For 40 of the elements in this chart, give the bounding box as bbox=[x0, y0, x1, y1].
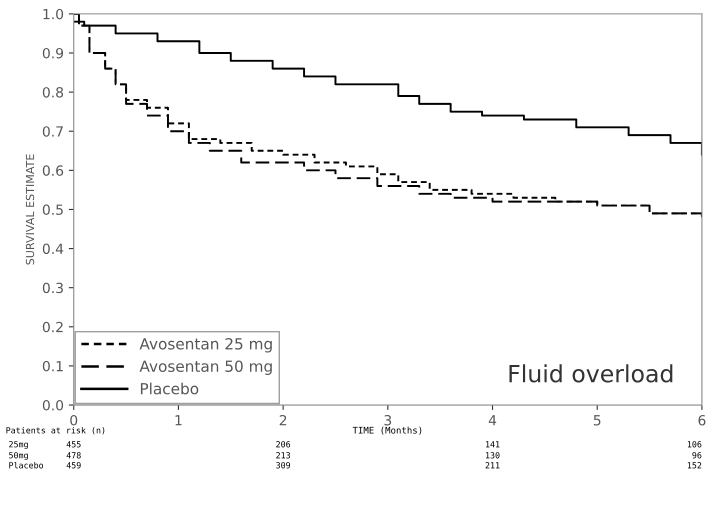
y-tick-label: 0.2 bbox=[42, 322, 63, 332]
x-tick-label: 3 bbox=[384, 415, 392, 426]
x-tick-label: 1 bbox=[176, 415, 182, 426]
x-tick-label: 4 bbox=[488, 415, 496, 426]
y-tick-label: 0.5 bbox=[42, 204, 63, 215]
y-tick-label: 0.9 bbox=[42, 48, 64, 58]
text: 130 bbox=[486, 452, 500, 458]
text: 455 bbox=[66, 441, 81, 448]
y-tick-label: 0.6 bbox=[42, 165, 64, 176]
x-tick-label: 0 bbox=[70, 415, 78, 426]
text: 152 bbox=[688, 462, 702, 468]
x-axis-title: TIME (Months) bbox=[352, 426, 422, 435]
text: 206 bbox=[276, 441, 290, 448]
text: 213 bbox=[276, 452, 290, 458]
text: Patients at risk (n) bbox=[6, 426, 104, 434]
text: 141 bbox=[486, 441, 500, 448]
text: 211 bbox=[486, 462, 500, 468]
text: 309 bbox=[276, 462, 290, 468]
y-tick-label: 0.8 bbox=[42, 87, 64, 98]
annotation: Fluid overload bbox=[509, 364, 672, 383]
x-tick-label: 6 bbox=[698, 415, 706, 426]
y-tick-label: 0.1 bbox=[42, 360, 63, 372]
text: 478 bbox=[66, 452, 81, 458]
text: 96 bbox=[692, 452, 702, 458]
y-tick-label: 0.7 bbox=[42, 126, 63, 137]
y-axis-title: SURVIVAL ESTIMATE bbox=[26, 154, 34, 265]
legend-label: Avosentan 25 mg bbox=[140, 338, 272, 353]
y-tick-label: 0.3 bbox=[42, 282, 63, 294]
x-tick-label: 2 bbox=[280, 415, 286, 426]
text: 106 bbox=[688, 441, 702, 448]
text: 25mg bbox=[9, 441, 28, 450]
text: Placebo bbox=[9, 462, 44, 468]
y-tick-label: 0.4 bbox=[42, 244, 64, 254]
x-tick-label: 5 bbox=[594, 415, 600, 426]
legend-label: Avosentan 50 mg bbox=[140, 360, 272, 375]
y-tick-label: 1.0 bbox=[43, 8, 64, 20]
y-tick-label: 0.0 bbox=[42, 400, 64, 411]
text: 50mg bbox=[9, 452, 28, 460]
legend-label: Placebo bbox=[140, 382, 198, 394]
text: 459 bbox=[66, 462, 81, 468]
